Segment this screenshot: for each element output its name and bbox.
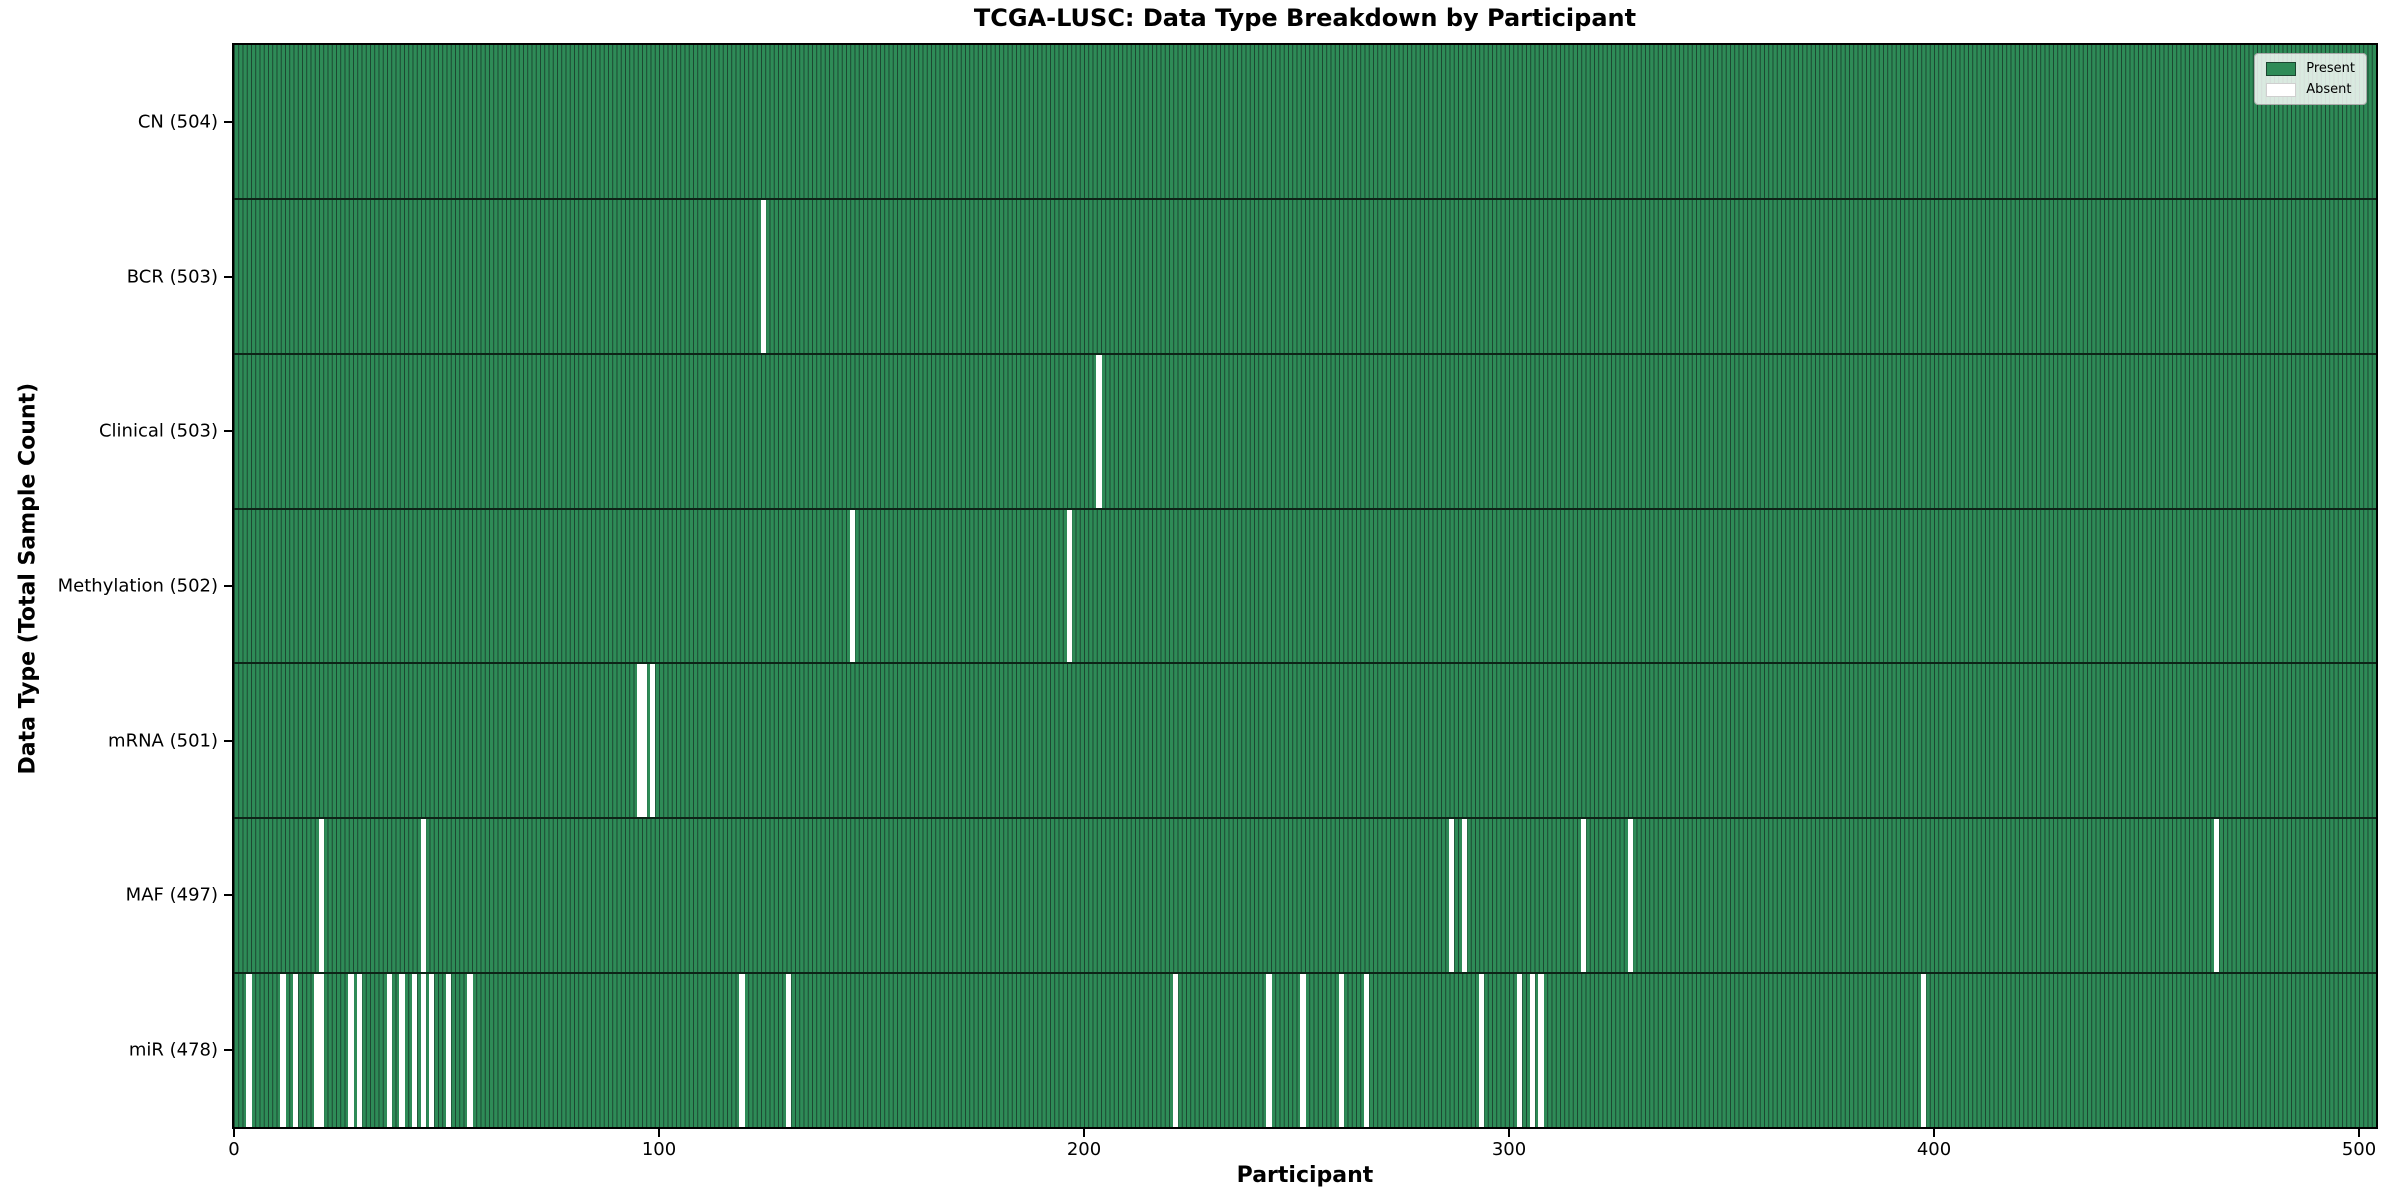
absent-gap-miR-42 (412, 974, 418, 1128)
absent-gap-MAF-44 (420, 819, 426, 973)
absent-gap-MAF-20 (318, 819, 324, 973)
xtick-mark-300 (1508, 1129, 1510, 1137)
ytick-mark-miR (224, 1048, 232, 1051)
absent-gap-MAF-286 (1449, 819, 1455, 973)
ytick-label-Clinical: Clinical (503) (98, 420, 218, 442)
absent-gap-miR-130 (786, 974, 792, 1128)
chart-title: TCGA-LUSC: Data Type Breakdown by Partic… (973, 4, 1637, 32)
xtick-label-500: 500 (2341, 1139, 2377, 1160)
row-mRNA (234, 664, 2376, 820)
xtick-label-200: 200 (1066, 1139, 1102, 1160)
absent-gap-miR-44 (420, 974, 426, 1128)
absent-gap-miR-243 (1266, 974, 1272, 1128)
absent-gap-miR-27 (348, 974, 354, 1128)
absent-gap-miR-302 (1517, 974, 1523, 1128)
present-swatch (2266, 61, 2297, 76)
legend-label-absent: Absent (2306, 82, 2352, 97)
absent-gap-miR-46 (429, 974, 435, 1128)
x-axis-label: Participant (1236, 1163, 1374, 1188)
absent-gap-MAF-317 (1580, 819, 1586, 973)
absent-gap-miR-119 (739, 974, 745, 1128)
absent-gap-mRNA-98 (650, 664, 656, 818)
ytick-mark-Methylation (224, 585, 232, 587)
absent-gap-miR-293 (1478, 974, 1484, 1128)
absent-gap-miR-260 (1338, 974, 1344, 1128)
xtick-label-0: 0 (228, 1139, 240, 1160)
ytick-mark-mRNA (224, 739, 232, 742)
row-MAF (234, 819, 2376, 975)
absent-gap-MAF-289 (1461, 819, 1467, 973)
absent-gap-miR-39 (399, 974, 405, 1128)
absent-gap-miR-307 (1538, 974, 1544, 1128)
row-BCR (234, 199, 2376, 355)
absent-gap-miR-266 (1364, 974, 1370, 1128)
row-miR (234, 974, 2376, 1128)
xtick-label-300: 300 (1491, 1139, 1527, 1160)
xtick-mark-100 (658, 1129, 660, 1137)
absent-gap-miR-397 (1920, 974, 1926, 1128)
absent-gap-miR-11 (280, 974, 286, 1128)
row-Clinical (234, 354, 2376, 510)
ytick-label-Methylation: Methylation (502) (57, 575, 218, 597)
xtick-label-400: 400 (1916, 1139, 1952, 1160)
absent-gap-miR-20 (318, 974, 324, 1128)
absent-gap-mRNA-96 (641, 664, 647, 818)
xtick-mark-200 (1083, 1129, 1085, 1137)
xtick-mark-500 (2358, 1129, 2360, 1137)
absent-gap-Methylation-196 (1066, 509, 1072, 663)
ytick-mark-Clinical (224, 430, 232, 433)
row-Methylation (234, 509, 2376, 665)
absent-gap-miR-50 (446, 974, 452, 1128)
ytick-label-mRNA: mRNA (501) (108, 730, 218, 752)
legend-item-absent: Absent (2266, 82, 2355, 97)
xtick-mark-400 (1933, 1129, 1935, 1137)
absent-gap-Clinical-203 (1096, 354, 1102, 508)
absent-gap-miR-221 (1172, 974, 1178, 1128)
plot-area: Present Absent (232, 43, 2378, 1129)
absent-gap-BCR-124 (760, 199, 766, 353)
absent-gap-Methylation-145 (849, 509, 855, 663)
absent-gap-miR-14 (293, 974, 299, 1128)
absent-gap-miR-251 (1300, 974, 1306, 1128)
absent-gap-miR-3 (246, 974, 252, 1128)
legend-label-present: Present (2306, 61, 2355, 76)
ytick-mark-MAF (224, 894, 232, 897)
ytick-label-miR: miR (478) (128, 1039, 218, 1061)
ytick-label-CN: CN (504) (137, 111, 218, 133)
absent-gap-miR-19 (314, 974, 320, 1128)
ytick-label-BCR: BCR (503) (126, 266, 218, 288)
absent-gap-miR-36 (386, 974, 392, 1128)
absent-gap-MAF-466 (2214, 819, 2220, 973)
legend-item-present: Present (2266, 61, 2355, 76)
ytick-mark-BCR (224, 275, 232, 278)
xtick-label-100: 100 (641, 1139, 677, 1160)
ytick-mark-CN (224, 121, 232, 124)
ytick-label-MAF: MAF (497) (125, 884, 218, 906)
y-axis-label: Data Type (Total Sample Count) (15, 382, 41, 775)
absent-gap-mRNA-95 (637, 664, 643, 818)
row-CN (234, 45, 2376, 200)
legend: Present Absent (2254, 53, 2367, 105)
absent-gap-miR-29 (356, 974, 362, 1128)
absent-gap-MAF-328 (1627, 819, 1633, 973)
xtick-mark-0 (233, 1129, 235, 1137)
absent-swatch (2266, 82, 2297, 97)
absent-gap-miR-305 (1529, 974, 1535, 1128)
absent-gap-miR-55 (467, 974, 473, 1128)
